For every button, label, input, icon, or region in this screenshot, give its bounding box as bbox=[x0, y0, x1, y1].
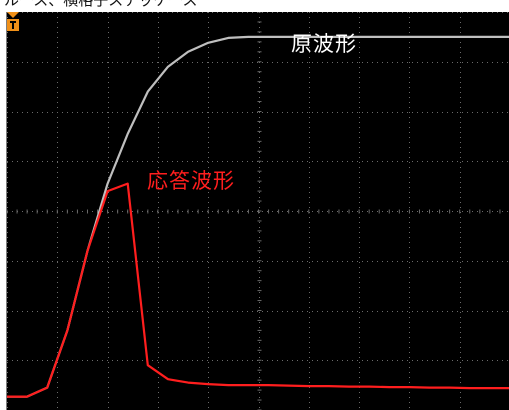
grid bbox=[7, 12, 509, 410]
original-waveform-trace bbox=[7, 35, 509, 398]
traces bbox=[7, 35, 509, 398]
caption-text: ルース、横格子ステッケース bbox=[4, 0, 198, 9]
waveform-plot bbox=[7, 12, 509, 410]
trigger-marker-icon bbox=[7, 12, 19, 31]
response-waveform-trace bbox=[7, 182, 509, 398]
oscilloscope-screen: 原波形 応答波形 bbox=[6, 12, 509, 410]
top-caption-strip: ルース、横格子ステッケース bbox=[0, 0, 509, 12]
response-waveform-label: 応答波形 bbox=[147, 169, 235, 193]
original-waveform-label: 原波形 bbox=[291, 32, 357, 56]
